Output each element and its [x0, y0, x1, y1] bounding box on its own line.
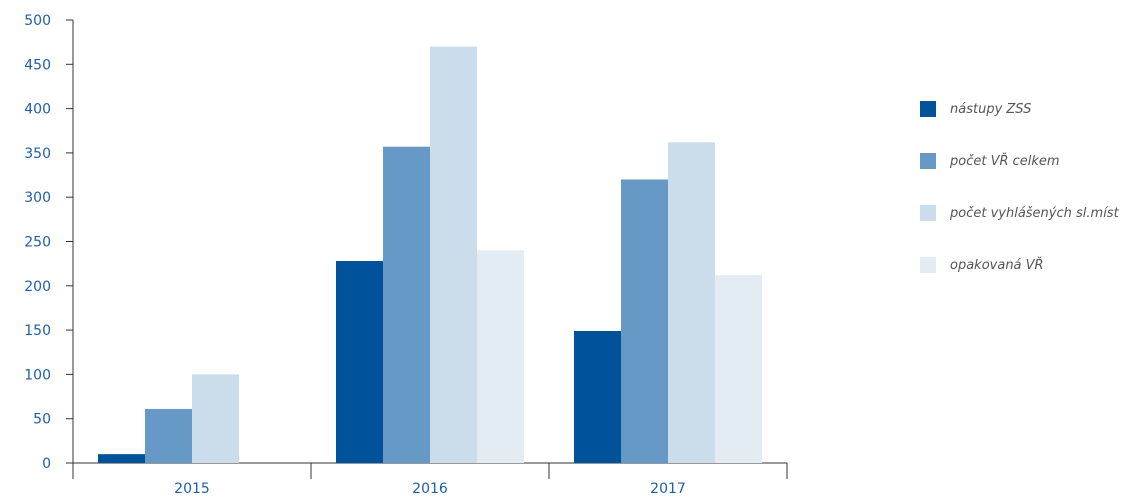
bar-2017-series-2 — [668, 142, 715, 463]
bars — [98, 46, 762, 464]
legend-item: nástupy ZSS — [920, 100, 1142, 118]
bar-2015-series-1 — [145, 408, 192, 463]
bar-2016-series-0 — [336, 260, 383, 463]
x-tick-label: 2017 — [650, 481, 686, 497]
bar-2017-series-1 — [621, 179, 668, 464]
y-tick-label: 150 — [24, 323, 51, 339]
bar-2015-series-2 — [192, 374, 239, 463]
y-tick-label: 100 — [24, 367, 51, 383]
legend-label: počet vyhlášených sl.míst — [950, 205, 1119, 221]
bar-2017-series-3 — [715, 275, 762, 463]
legend-swatch — [920, 257, 936, 273]
y-tick-label: 400 — [24, 102, 51, 118]
y-axis: 0 50 100 150 200 250 300 350 400 450 500 — [24, 13, 74, 472]
legend-swatch — [920, 101, 936, 117]
legend-item: počet VŘ celkem — [920, 152, 1142, 170]
y-tick-label: 350 — [24, 146, 51, 162]
y-tick-label: 450 — [24, 57, 51, 73]
legend-label: počet VŘ celkem — [950, 153, 1060, 169]
x-tick-label: 2015 — [174, 481, 210, 497]
bar-2016-series-2 — [430, 46, 477, 463]
y-tick-label: 50 — [33, 412, 51, 428]
bar-2016-series-3 — [477, 250, 524, 463]
y-tick-label: 250 — [24, 235, 51, 251]
legend-swatch — [920, 205, 936, 221]
bar-2015-series-0 — [98, 454, 145, 463]
y-tick-label: 0 — [42, 456, 51, 472]
bar-2017-series-0 — [574, 330, 621, 463]
legend-swatch — [920, 153, 936, 169]
legend-item: opakovaná VŘ — [920, 256, 1142, 274]
x-axis: 2015 2016 2017 — [72, 462, 788, 497]
bar-2016-series-1 — [383, 146, 430, 463]
x-tick-label: 2016 — [412, 481, 448, 497]
legend: nástupy ZSS počet VŘ celkem počet vyhlášen… — [920, 100, 1142, 308]
y-tick-label: 200 — [24, 279, 51, 295]
y-tick-label: 300 — [24, 190, 51, 206]
legend-label: opakovaná VŘ — [950, 257, 1044, 273]
legend-item: počet vyhlášených sl.míst — [920, 204, 1142, 222]
y-tick-label: 500 — [24, 13, 51, 29]
legend-label: nástupy ZSS — [950, 101, 1032, 117]
